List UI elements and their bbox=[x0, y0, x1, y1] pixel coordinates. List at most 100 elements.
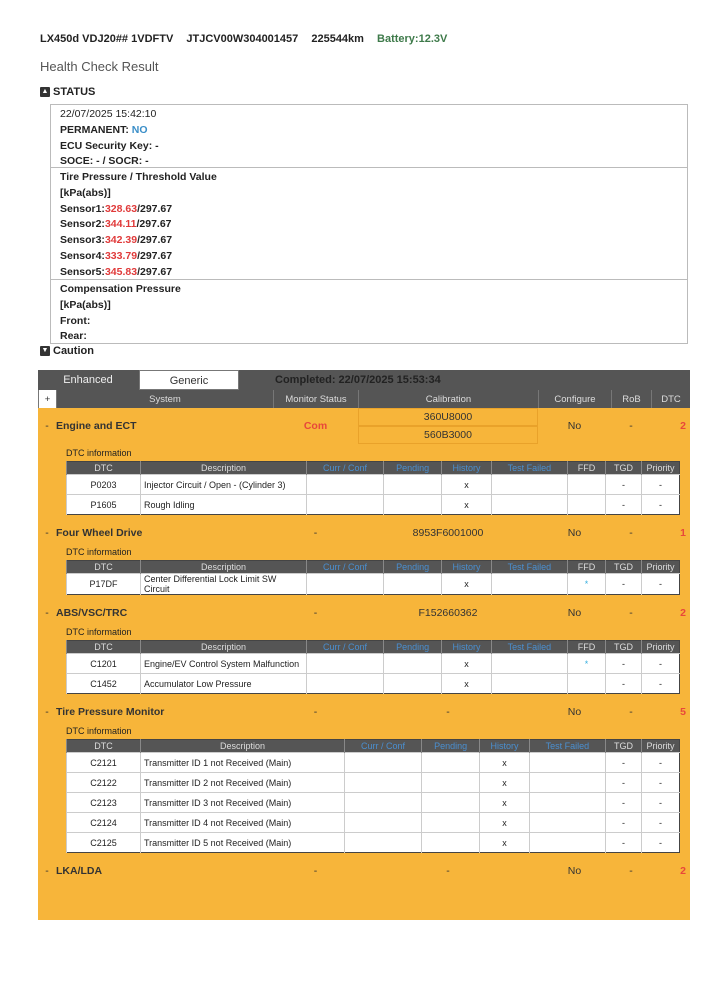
col-pending[interactable]: Pending bbox=[382, 640, 442, 654]
col-system: System bbox=[56, 390, 274, 408]
monitor-status: - bbox=[313, 527, 318, 539]
dtc-row[interactable]: C2124 Transmitter ID 4 not Received (Main… bbox=[66, 812, 680, 833]
tire-unit: [kPa(abs)] bbox=[60, 186, 111, 199]
caution-toggle[interactable]: ▼ Caution bbox=[40, 345, 94, 357]
history-mark: x bbox=[441, 474, 492, 495]
comp-title: Compensation Pressure bbox=[60, 283, 181, 295]
system-name[interactable]: ABS/VSC/TRC bbox=[56, 607, 128, 619]
monitor-status: - bbox=[313, 865, 318, 877]
tgd: - bbox=[605, 752, 642, 773]
col-history[interactable]: History bbox=[441, 461, 492, 475]
priority: - bbox=[641, 792, 680, 813]
dtc-code: P0203 bbox=[66, 474, 141, 495]
system-row[interactable]: - Four Wheel Drive - 8953F6001000 No - 1 bbox=[38, 523, 690, 543]
dtc-info-label: DTC information bbox=[66, 726, 132, 736]
dtc-table: DTC Description Curr / Conf Pending Hist… bbox=[66, 560, 680, 595]
system-row[interactable]: - Tire Pressure Monitor - - No - 5 bbox=[38, 702, 690, 722]
sensor-row: Sensor3:342.39/297.67 bbox=[60, 234, 173, 247]
expand-all-button[interactable]: + bbox=[38, 390, 57, 408]
col-curr-conf[interactable]: Curr / Conf bbox=[306, 640, 384, 654]
dtc-row[interactable]: P17DF Center Differential Lock Limit SW C… bbox=[66, 573, 680, 595]
sensor-row: Sensor4:333.79/297.67 bbox=[60, 249, 173, 262]
col-curr-conf[interactable]: Curr / Conf bbox=[306, 560, 384, 574]
tire-title: Tire Pressure / Threshold Value bbox=[60, 171, 217, 183]
system-name[interactable]: Four Wheel Drive bbox=[56, 527, 143, 539]
col-tgd: TGD bbox=[605, 640, 642, 654]
system-row[interactable]: - ABS/VSC/TRC - F152660362 No - 2 bbox=[38, 603, 690, 623]
col-test-failed[interactable]: Test Failed bbox=[490, 640, 568, 654]
page-title: Health Check Result bbox=[40, 59, 159, 74]
dtc-row[interactable]: P1605 Rough Idling x - - bbox=[66, 494, 680, 515]
dtc-code: P1605 bbox=[66, 494, 141, 515]
ffd-icon[interactable]: * bbox=[567, 573, 606, 595]
ffd-icon[interactable] bbox=[567, 673, 606, 694]
col-history[interactable]: History bbox=[479, 739, 530, 753]
configure: No bbox=[567, 527, 582, 539]
ffd-icon[interactable] bbox=[567, 474, 606, 495]
history-mark: x bbox=[479, 772, 530, 793]
collapse-button[interactable]: - bbox=[45, 865, 49, 877]
collapse-button[interactable]: - bbox=[45, 420, 49, 432]
col-pending[interactable]: Pending bbox=[382, 461, 442, 475]
tab-generic[interactable]: Generic bbox=[139, 370, 239, 390]
col-pending[interactable]: Pending bbox=[420, 739, 480, 753]
calibration: F152660362 bbox=[358, 603, 538, 623]
system-name[interactable]: LKA/LDA bbox=[56, 865, 103, 877]
sensor-row: Sensor5:345.83/297.67 bbox=[60, 265, 173, 278]
calibration: 8953F6001000 bbox=[358, 523, 538, 543]
calibration: - bbox=[358, 702, 538, 722]
dtc-row[interactable]: C1452 Accumulator Low Pressure x - - bbox=[66, 673, 680, 694]
dtc-description: Transmitter ID 1 not Received (Main) bbox=[140, 752, 345, 773]
comp-unit: [kPa(abs)] bbox=[60, 298, 111, 311]
dtc-row[interactable]: C2121 Transmitter ID 1 not Received (Main… bbox=[66, 752, 680, 773]
priority: - bbox=[641, 772, 680, 793]
collapse-button[interactable]: - bbox=[45, 527, 49, 539]
collapse-button[interactable]: - bbox=[45, 607, 49, 619]
col-curr-conf[interactable]: Curr / Conf bbox=[306, 461, 384, 475]
dtc-row[interactable]: C2122 Transmitter ID 2 not Received (Main… bbox=[66, 772, 680, 793]
calibration-value: F152660362 bbox=[418, 607, 478, 619]
priority: - bbox=[641, 673, 680, 694]
system-row[interactable]: - LKA/LDA - - No - 2 bbox=[38, 861, 690, 881]
col-history[interactable]: History bbox=[441, 560, 492, 574]
configure: No bbox=[567, 420, 582, 432]
col-tgd: TGD bbox=[605, 461, 642, 475]
col-ffd: FFD bbox=[567, 461, 606, 475]
collapse-button[interactable]: - bbox=[45, 706, 49, 718]
col-history[interactable]: History bbox=[441, 640, 492, 654]
tab-enhanced[interactable]: Enhanced bbox=[63, 374, 113, 386]
history-mark: x bbox=[479, 832, 530, 853]
dtc-table: DTC Description Curr / Conf Pending Hist… bbox=[66, 739, 680, 853]
col-curr-conf[interactable]: Curr / Conf bbox=[344, 739, 422, 753]
system-name[interactable]: Tire Pressure Monitor bbox=[56, 706, 165, 718]
col-test-failed[interactable]: Test Failed bbox=[528, 739, 606, 753]
rob: - bbox=[629, 607, 633, 619]
dtc-code: C1201 bbox=[66, 653, 141, 674]
status-panel: 22/07/2025 15:42:10 PERMANENT: NO ECU Se… bbox=[50, 104, 688, 344]
dtc-info: DTC information DTC Description Curr / C… bbox=[66, 726, 680, 853]
dtc-row[interactable]: C2125 Transmitter ID 5 not Received (Main… bbox=[66, 832, 680, 853]
ffd-icon[interactable] bbox=[567, 494, 606, 515]
priority: - bbox=[641, 474, 680, 495]
dtc-row[interactable]: C1201 Engine/EV Control System Malfunctio… bbox=[66, 653, 680, 674]
vin: JTJCV00W304001457 bbox=[186, 33, 299, 45]
col-dtc: DTC bbox=[66, 739, 141, 753]
col-dtc: DTC bbox=[66, 461, 141, 475]
dtc-row[interactable]: P0203 Injector Circuit / Open - (Cylinder… bbox=[66, 474, 680, 495]
col-pending[interactable]: Pending bbox=[382, 560, 442, 574]
tab-bar: Enhanced Generic bbox=[38, 370, 690, 390]
dtc-description: Accumulator Low Pressure bbox=[140, 673, 307, 694]
dtc-row[interactable]: C2123 Transmitter ID 3 not Received (Main… bbox=[66, 792, 680, 813]
system-row[interactable]: - Engine and ECT Com 360U8000 560B3000 No… bbox=[38, 408, 690, 444]
dtc-table: DTC Description Curr / Conf Pending Hist… bbox=[66, 640, 680, 694]
col-test-failed[interactable]: Test Failed bbox=[490, 461, 568, 475]
ffd-icon[interactable]: * bbox=[567, 653, 606, 674]
col-test-failed[interactable]: Test Failed bbox=[490, 560, 568, 574]
system-name[interactable]: Engine and ECT bbox=[56, 420, 137, 432]
tgd: - bbox=[605, 832, 642, 853]
sensor-row: Sensor2:344.11/297.67 bbox=[60, 218, 172, 231]
dtc-count: 2 bbox=[680, 420, 686, 432]
status-toggle[interactable]: ▲ STATUS bbox=[40, 86, 95, 98]
history-mark: x bbox=[441, 653, 492, 674]
status-label: STATUS bbox=[53, 86, 96, 98]
